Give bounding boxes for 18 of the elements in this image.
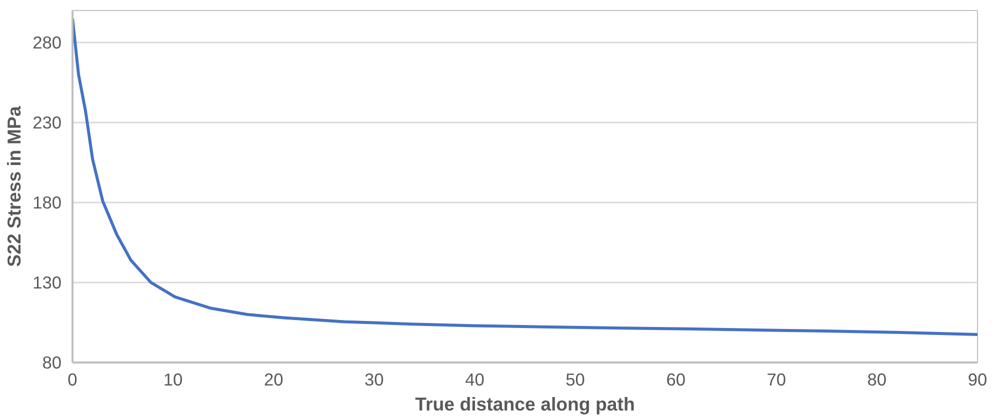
x-tick-label: 70 — [766, 370, 786, 390]
x-tick-label: 30 — [364, 370, 384, 390]
x-tick-label: 40 — [465, 370, 484, 390]
x-tick-label: 90 — [968, 370, 988, 390]
x-tick-label: 20 — [264, 370, 284, 390]
y-tick-label: 230 — [32, 112, 62, 132]
y-tick-label: 130 — [32, 272, 62, 292]
line-series — [72, 17, 978, 336]
x-tick-label: 60 — [666, 370, 686, 390]
x-tick-label: 10 — [163, 370, 183, 390]
x-tick-label: 0 — [68, 370, 78, 390]
y-tick-label: 80 — [42, 352, 62, 372]
x-tick-label: 50 — [566, 370, 585, 390]
x-tick-label: 80 — [867, 370, 887, 390]
x-axis-title: True distance along path — [415, 394, 635, 414]
y-tick-label: 180 — [32, 192, 62, 212]
y-tick-label: 280 — [32, 32, 62, 52]
y-axis-title: S22 Stress in MPa — [4, 106, 25, 267]
